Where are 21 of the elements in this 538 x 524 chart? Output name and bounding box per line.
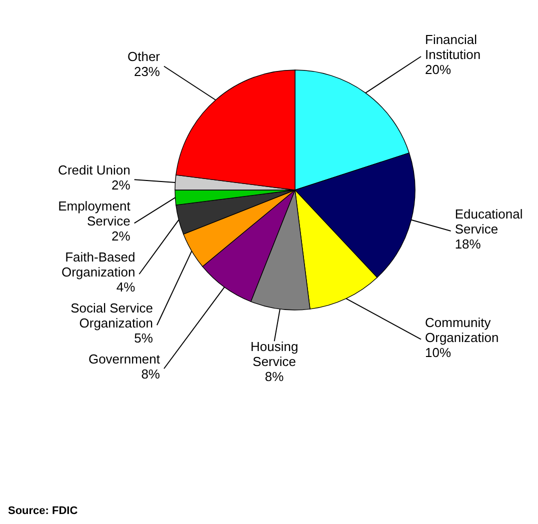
- slice-label: Community Organization: [425, 314, 499, 345]
- data-label: 10%: [425, 344, 452, 360]
- slice-label: Social Service Organization: [70, 300, 153, 331]
- source-note: Source: FDIC: [8, 505, 78, 517]
- data-label: 18%: [454, 236, 482, 252]
- data-label: 8%: [264, 369, 284, 384]
- slice-label: Government: [88, 352, 160, 367]
- slice-label: Credit Union: [58, 162, 130, 178]
- data-label: 2%: [112, 228, 131, 244]
- slice-label: Housing Service: [250, 339, 298, 370]
- slice-label: Faith-Based Organization: [61, 250, 136, 280]
- data-label: 23%: [134, 64, 160, 80]
- data-label: 4%: [116, 280, 136, 295]
- slice-label: Employment Service: [58, 198, 131, 229]
- slice-label: Educational Service: [454, 206, 523, 237]
- data-label: 20%: [425, 62, 452, 78]
- data-label: 2%: [112, 178, 131, 193]
- slice-label: Other: [127, 49, 161, 64]
- data-label: 5%: [134, 330, 154, 346]
- slice-label: Financial Institution: [425, 32, 481, 62]
- data-label: 8%: [141, 366, 160, 382]
